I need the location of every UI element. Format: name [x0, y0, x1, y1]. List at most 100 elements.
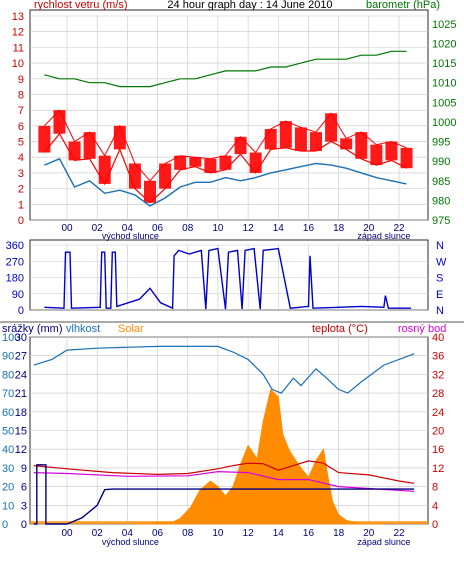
humidity-tick-label: 20 [2, 482, 14, 494]
hour-tick-label: 16 [303, 528, 315, 539]
wind-gust-bar [249, 152, 262, 173]
wind-speed-line [43, 132, 407, 204]
wind-gust-bar [340, 138, 353, 150]
temp-tick-label: 12 [432, 463, 444, 475]
wind-gust-bar [204, 158, 217, 173]
chart-layers: 0123456789101112139759809859909951000100… [2, 11, 456, 547]
rain-tick-label: 12 [15, 444, 27, 456]
baro-axis-label: barometr (hPa) [366, 0, 440, 11]
wind-tick-label: 0 [18, 215, 24, 227]
direction-tick-label: 90 [12, 289, 24, 301]
rain-axis-label: srážky (mm) [2, 323, 63, 335]
humidity-tick-label: 90 [2, 351, 14, 363]
rain-tick-label: 30 [15, 332, 27, 344]
wind-gust-bar [325, 113, 338, 142]
baro-tick-label: 1010 [432, 78, 456, 90]
solar-baseline [30, 521, 428, 524]
panel-wind-baro [29, 9, 429, 221]
wind-tick-label: 11 [13, 42, 24, 54]
rain-tick-label: 24 [15, 369, 27, 381]
wind-gust-bar [294, 127, 307, 151]
humidity-line [33, 345, 415, 394]
wind-gust-bar [53, 110, 66, 134]
rain-line [33, 464, 415, 525]
hour-tick-label: 14 [273, 528, 285, 539]
wind-tick-label: 4 [18, 152, 24, 164]
hour-tick-label: 00 [61, 223, 73, 234]
hour-tick-label: 02 [92, 528, 104, 539]
rain-tick-label: 3 [21, 500, 27, 512]
wind-tick-label: 7 [18, 105, 24, 117]
wind-gust-bar [83, 132, 96, 159]
baro-tick-label: 990 [432, 156, 450, 168]
wind-gust-bar [219, 155, 232, 170]
direction-tick-label: 270 [6, 256, 24, 268]
solar-area [134, 388, 384, 525]
wind-direction-line [44, 247, 412, 310]
wind-tick-label: 12 [12, 27, 24, 39]
sunset-label: západ slunce [357, 231, 410, 241]
hour-tick-label: 04 [122, 528, 134, 539]
compass-letter: N [436, 240, 444, 252]
hour-tick-label: 04 [122, 223, 134, 234]
compass-letter: E [436, 289, 443, 301]
temp-tick-label: 8 [432, 482, 438, 494]
baro-tick-label: 1005 [432, 97, 456, 109]
wind-tick-label: 3 [18, 168, 24, 180]
hour-tick-label: 20 [363, 528, 375, 539]
temp-tick-label: 4 [432, 500, 438, 512]
hour-tick-label: 18 [333, 528, 345, 539]
chart-title: 24 hour graph day : 14 June 2010 [167, 0, 332, 11]
humidity-tick-label: 70 [2, 388, 14, 400]
direction-tick-label: 0 [18, 305, 24, 317]
barometer-line [44, 50, 407, 88]
hour-tick-label: 06 [152, 223, 164, 234]
baro-tick-label: 1025 [432, 19, 456, 31]
wind-axis-label: rychlost vetru (m/s) [34, 0, 128, 11]
baro-tick-label: 1000 [432, 117, 456, 129]
temp-tick-label: 40 [432, 332, 444, 344]
sunrise-label: východ slunce [102, 231, 159, 241]
humidity-tick-label: 10 [2, 500, 14, 512]
direction-tick-label: 180 [6, 273, 24, 285]
sunrise-label: východ slunce [102, 537, 159, 547]
humidity-legend-label: vlhkost [66, 323, 100, 335]
hour-tick-label: 02 [92, 223, 104, 234]
hour-tick-label: 00 [61, 528, 73, 539]
wind-tick-label: 8 [18, 89, 24, 101]
hour-tick-label: 20 [363, 223, 375, 234]
rain-tick-label: 21 [15, 388, 27, 400]
hour-tick-label: 08 [182, 223, 194, 234]
humidity-tick-label: 0 [2, 519, 8, 531]
hour-tick-label: 16 [303, 223, 315, 234]
hour-tick-label: 22 [393, 223, 405, 234]
wind-gust-bar [189, 157, 202, 167]
hour-tick-label: 18 [333, 223, 345, 234]
temperature-line [33, 460, 415, 484]
wind-gust-bar [279, 121, 292, 148]
wind-gust-bar [38, 125, 51, 153]
wind-gust-bar [264, 128, 277, 150]
wind-gust-line [44, 109, 407, 182]
compass-letter: N [436, 305, 444, 317]
wind-gust-bar [370, 144, 383, 166]
temp-tick-label: 32 [432, 369, 444, 381]
humidity-tick-label: 30 [2, 463, 14, 475]
wind-gust-bar [68, 141, 81, 161]
hour-tick-label: 10 [212, 223, 224, 234]
temp-tick-label: 36 [432, 351, 444, 363]
rain-tick-label: 9 [21, 463, 27, 475]
panel-wind-direction [29, 239, 429, 311]
hour-tick-label: 12 [243, 528, 255, 539]
rain-tick-label: 0 [21, 519, 27, 531]
wind-tick-label: 5 [18, 137, 24, 149]
wind-tick-label: 10 [12, 58, 24, 70]
rain-tick-label: 6 [21, 482, 27, 494]
rain-tick-label: 15 [15, 426, 27, 438]
wind-gust-bar [98, 155, 111, 184]
baro-tick-label: 985 [432, 176, 450, 188]
hour-tick-label: 12 [243, 223, 255, 234]
compass-letter: W [436, 256, 447, 268]
temperature-legend-label: teplota (°C) [312, 323, 368, 335]
